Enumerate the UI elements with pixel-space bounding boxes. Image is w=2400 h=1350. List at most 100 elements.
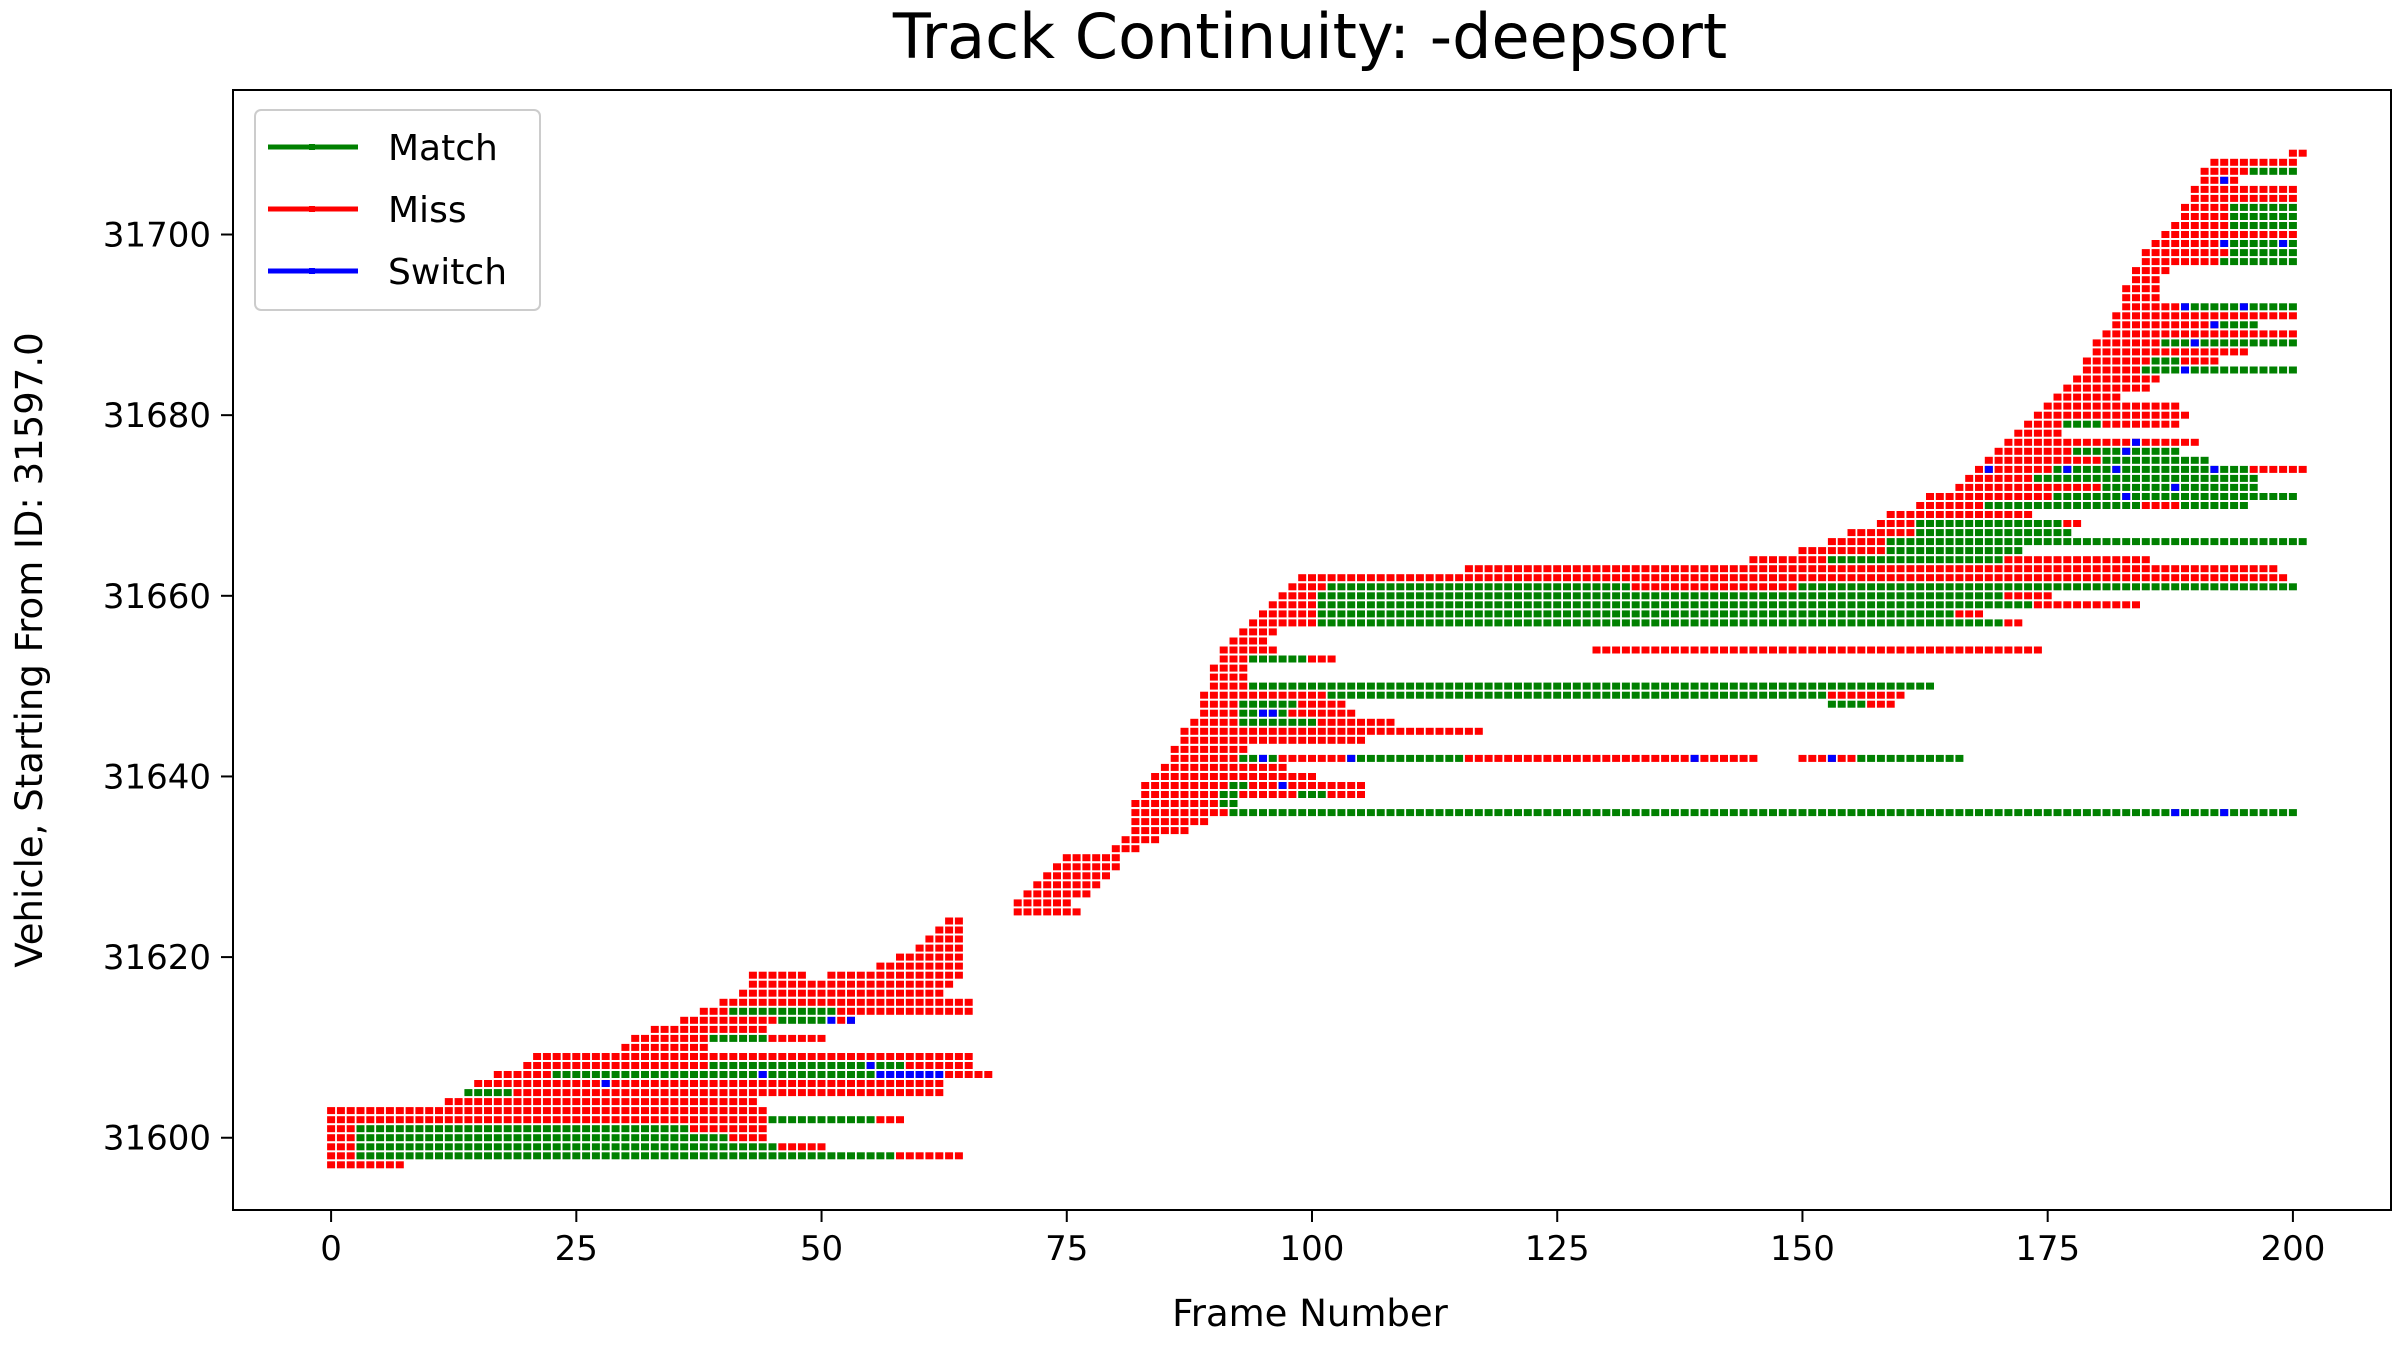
miss-point — [552, 1107, 561, 1115]
miss-point — [1239, 773, 1248, 780]
match-point — [758, 1007, 767, 1015]
miss-point — [2092, 574, 2101, 582]
match-point — [719, 1034, 728, 1042]
match-point — [2249, 538, 2258, 546]
miss-point — [2092, 384, 2101, 392]
miss-point — [1778, 646, 1787, 654]
match-point — [1916, 538, 1925, 546]
match-point — [719, 1071, 728, 1078]
switch-point — [2171, 809, 2180, 817]
miss-point — [2200, 203, 2209, 211]
miss-point — [719, 1053, 728, 1060]
match-point — [2151, 809, 2160, 817]
match-point — [1720, 691, 1728, 699]
match-point — [2151, 456, 2160, 464]
miss-point — [2249, 465, 2258, 473]
match-point — [1749, 619, 1758, 627]
miss-point — [2102, 411, 2111, 419]
switch-point — [1690, 754, 1699, 762]
miss-point — [1494, 565, 1503, 573]
miss-point — [1170, 782, 1179, 789]
miss-point — [1749, 646, 1758, 654]
miss-point — [405, 1116, 414, 1124]
match-point — [2033, 520, 2042, 527]
match-point — [454, 1143, 463, 1151]
miss-point — [954, 1071, 963, 1078]
match-point — [2082, 583, 2091, 591]
match-point — [533, 1134, 542, 1142]
miss-point — [1239, 637, 1248, 645]
match-point — [1818, 619, 1827, 627]
miss-point — [1160, 800, 1169, 807]
match-point — [1926, 809, 1934, 817]
match-point — [1710, 809, 1719, 817]
miss-point — [1680, 583, 1689, 591]
match-point — [1288, 700, 1297, 708]
match-point — [1994, 502, 2003, 509]
miss-point — [1876, 691, 1885, 699]
miss-point — [1975, 574, 1983, 582]
miss-point — [1062, 890, 1071, 898]
miss-point — [758, 1134, 767, 1142]
miss-point — [847, 980, 855, 988]
y-tick-label: 31620 — [103, 938, 211, 978]
match-point — [523, 1125, 532, 1133]
miss-point — [572, 1089, 581, 1097]
match-point — [1612, 601, 1621, 609]
match-point — [2112, 502, 2121, 509]
match-point — [1769, 809, 1777, 817]
miss-point — [1896, 691, 1905, 699]
miss-point — [1200, 791, 1209, 798]
miss-point — [1906, 520, 1915, 527]
match-point — [748, 1143, 757, 1151]
match-point — [1926, 547, 1934, 555]
miss-point — [1984, 511, 1993, 518]
miss-point — [621, 1098, 630, 1106]
miss-point — [1553, 574, 1562, 582]
miss-point — [376, 1161, 385, 1169]
miss-point — [650, 1062, 659, 1069]
match-point — [1886, 538, 1895, 546]
match-point — [1847, 592, 1856, 600]
miss-point — [2053, 456, 2062, 464]
miss-point — [336, 1107, 345, 1115]
match-point — [2200, 456, 2209, 464]
miss-point — [1631, 754, 1640, 762]
match-point — [562, 1071, 571, 1078]
match-point — [1818, 601, 1827, 609]
miss-point — [945, 935, 954, 943]
match-point — [1592, 682, 1601, 690]
miss-point — [2161, 231, 2170, 238]
match-point — [1415, 754, 1424, 762]
miss-point — [1082, 863, 1091, 871]
miss-point — [1563, 565, 1571, 573]
miss-point — [1867, 529, 1876, 537]
match-point — [660, 1125, 669, 1133]
miss-point — [945, 1071, 954, 1078]
match-point — [1680, 809, 1689, 817]
miss-point — [2230, 574, 2239, 582]
miss-point — [2249, 158, 2258, 166]
match-point — [837, 1152, 846, 1160]
match-point — [1945, 520, 1954, 527]
match-point — [376, 1125, 385, 1133]
miss-point — [2073, 411, 2082, 419]
miss-point — [1131, 845, 1140, 853]
miss-point — [1288, 773, 1297, 780]
match-point — [513, 1152, 522, 1160]
miss-point — [1749, 754, 1758, 762]
miss-point — [856, 1080, 865, 1087]
match-point — [621, 1143, 630, 1151]
match-point — [1906, 547, 1915, 555]
miss-point — [1308, 619, 1316, 627]
miss-point — [454, 1098, 463, 1106]
miss-point — [1847, 574, 1856, 582]
match-point — [2249, 809, 2258, 817]
miss-point — [2190, 203, 2199, 211]
match-point — [1680, 592, 1689, 600]
match-point — [1965, 619, 1974, 627]
match-point — [2024, 502, 2033, 509]
match-point — [2014, 601, 2023, 609]
match-point — [2190, 483, 2199, 491]
match-point — [1357, 610, 1365, 618]
